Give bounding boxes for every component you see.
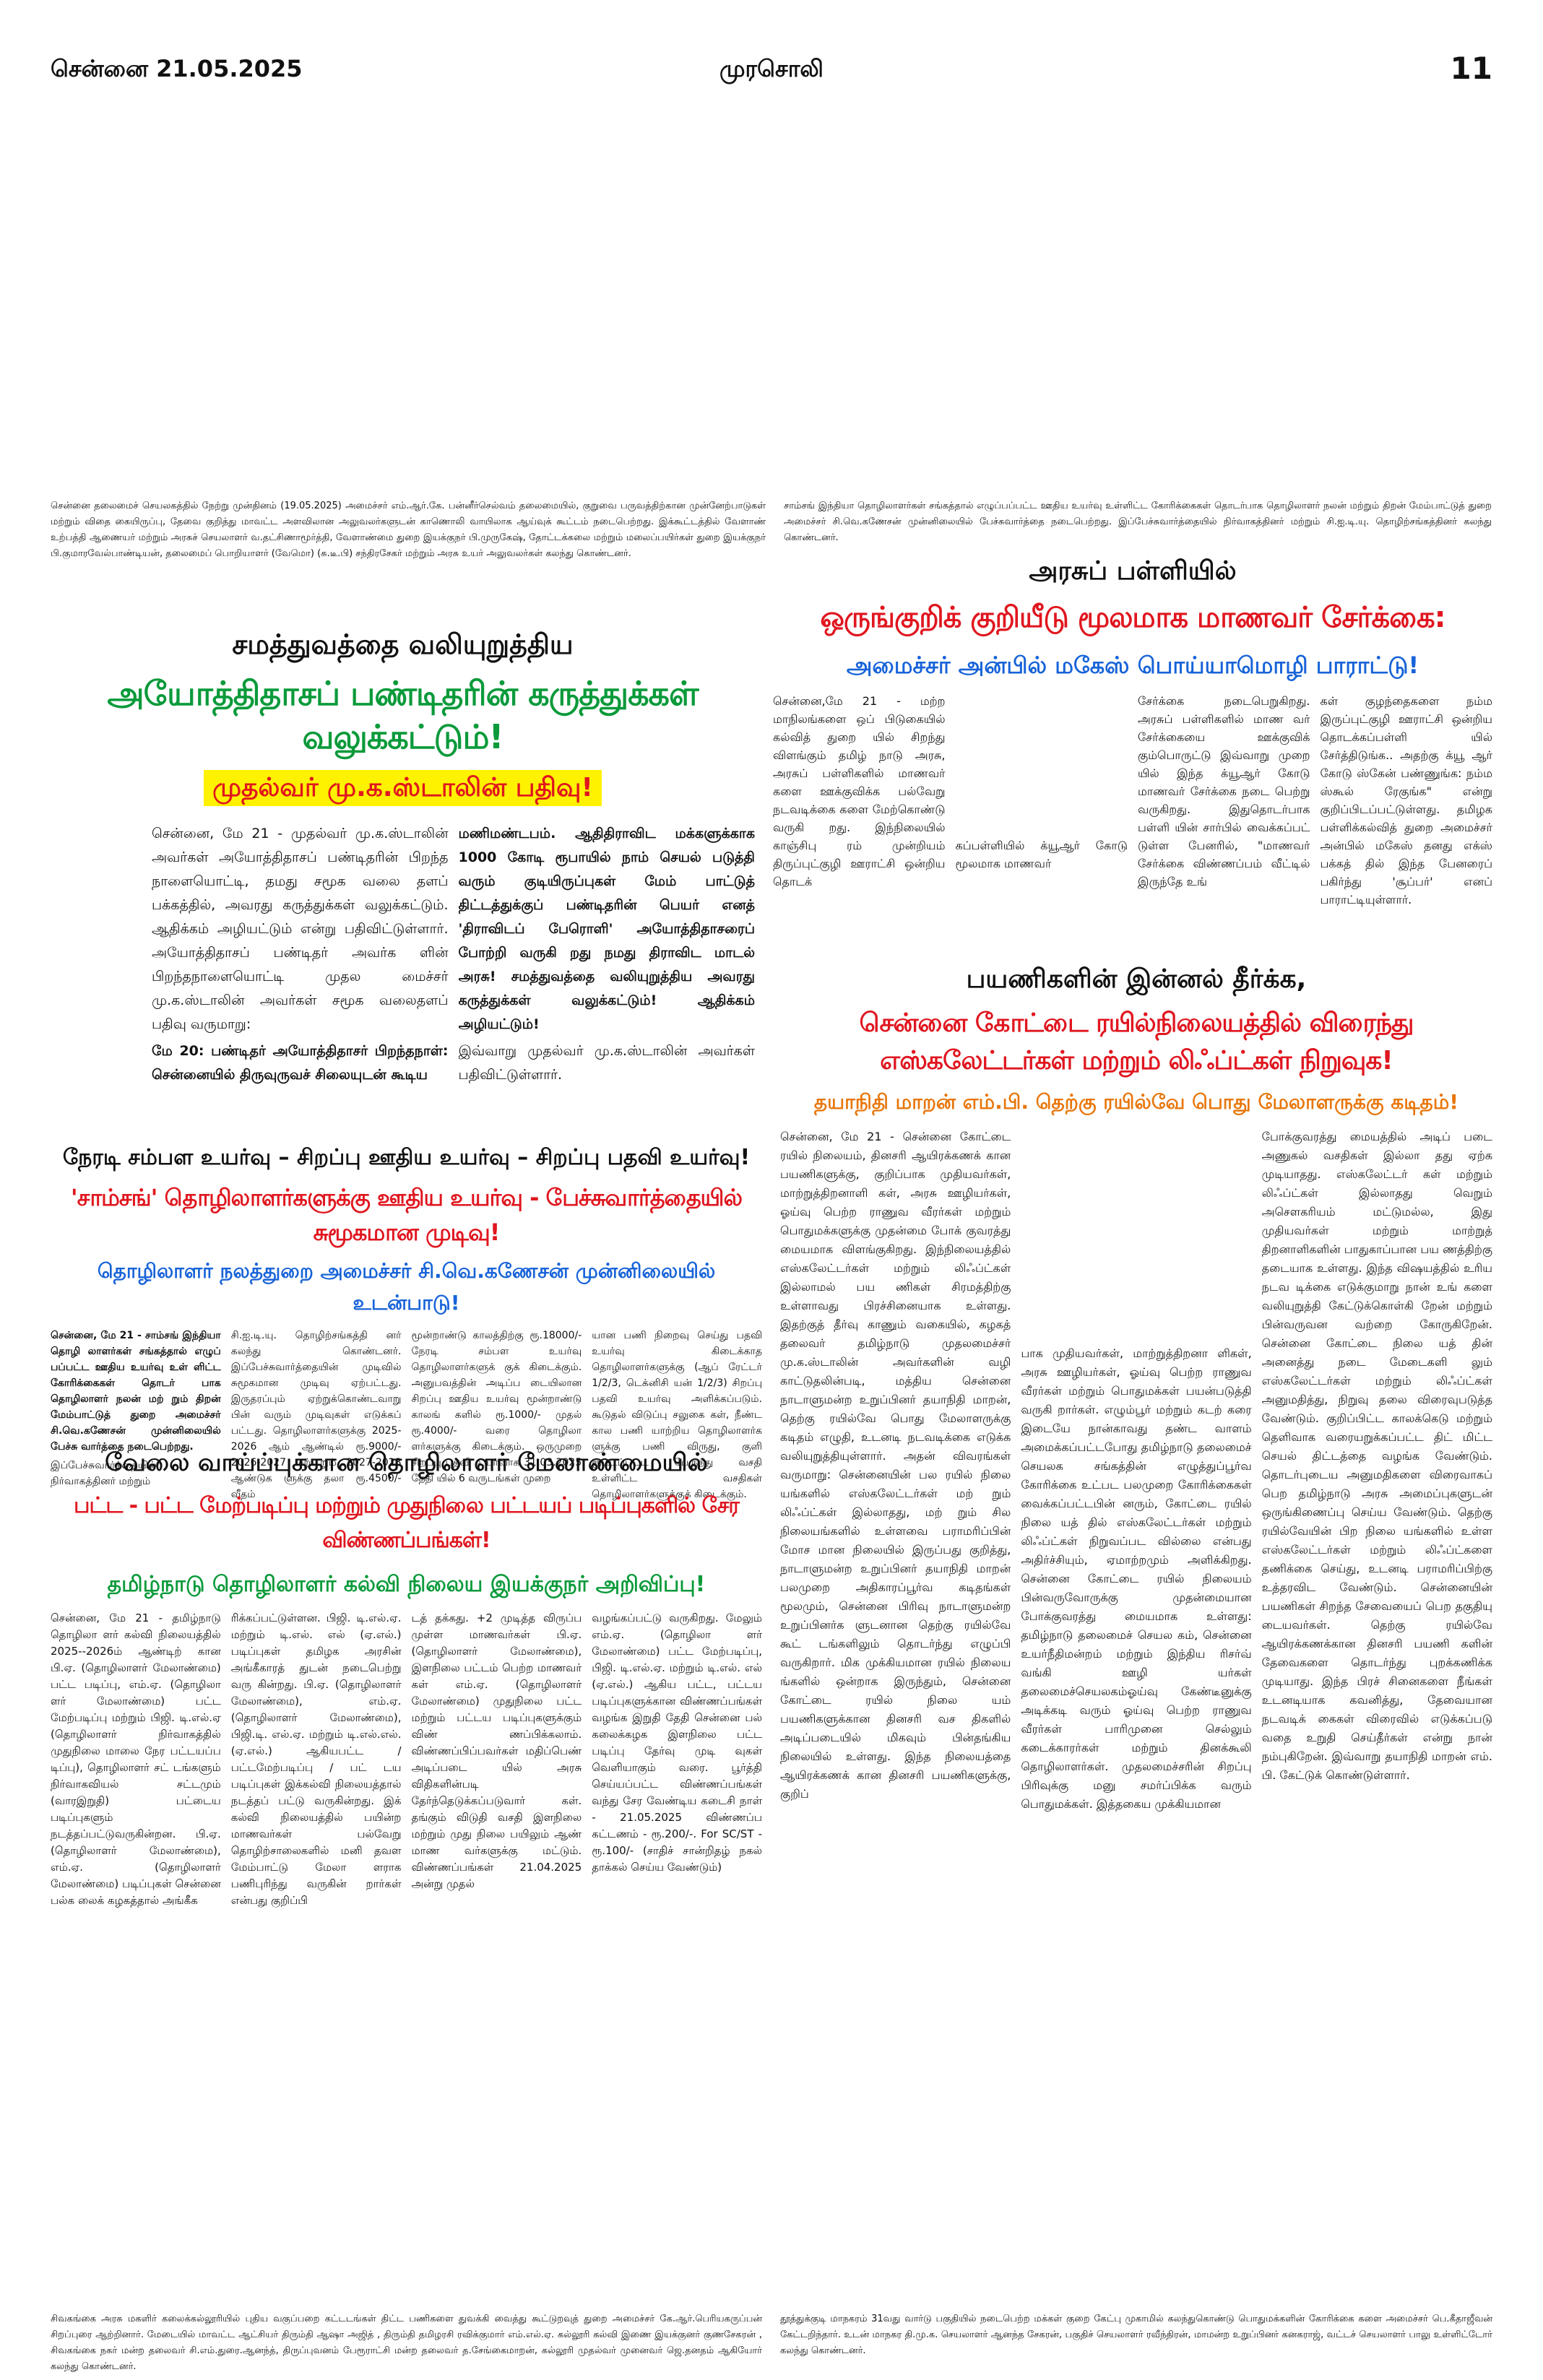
article-column: சேர்க்கை நடைபெறுகிறது. அரசுப் பள்ளிகளில்…: [1138, 692, 1310, 893]
article-subhead: முதல்வர் மு.க.ஸ்டாலின் பதிவு!: [204, 770, 602, 806]
caption-bottom-right: தூத்துக்குடி மாநகரம் 31வது வார்டு பகுதிய…: [780, 2314, 1492, 2356]
article-column: வழங்கப்பட்டு வருகிறது. மேலும் எம்.ஏ. (தொ…: [592, 1610, 762, 1879]
article-stalin: சமத்துவத்தை வலியுறுத்திய அயோத்திதாசப் பண…: [51, 628, 755, 1090]
article-kicker: அரசுப் பள்ளியில்: [1029, 556, 1237, 586]
article-text: டத் தக்கது. +2 முடித்த விருப்ப முள்ள மாண…: [411, 1611, 582, 1890]
article-escalator: பயணிகளின் இன்னல் தீர்க்க, சென்னை கோட்டை …: [780, 964, 1492, 1817]
article-column: சி.ஐ.டி.யு. தொழிற்சங்கத்தி னர் கலந்து கொ…: [231, 1328, 402, 1505]
article-subhead: அமைச்சர் அன்பில் மகேஸ் பொய்யாமொழி பாராட்…: [846, 652, 1419, 679]
caption-top-left: சென்னை தலைமைச் செயலகத்தில் நேற்று முன்தி…: [51, 501, 766, 559]
article-text: மூன்றாண்டு காலத்திற்கு ரூ.18000/- நேரடி …: [411, 1330, 582, 1484]
masthead: சென்னை 21.05.2025 முரசொலி 11: [51, 51, 1492, 94]
article-kicker: வேலை வாய்ப்புக்கான தொழிலாளர் மேலாண்மையில…: [105, 1448, 708, 1477]
article-column: ரிக்கப்பட்டுள்ளன. பிஜி. டி.எல்.ஏ. மற்றும…: [231, 1610, 402, 1912]
article-column: சென்னை, மே 21 - முதல்வர் மு.க.ஸ்டாலின் அ…: [152, 822, 449, 1090]
article-headline: ஒருங்குறிக் குறியீடு மூலமாக மாணவர் சேர்க…: [820, 601, 1445, 634]
article-text-bold: சென்னை, மே 21 - சாம்சங் இந்தியா தொழி லாள…: [51, 1330, 221, 1453]
article-samsung: நேரடி சம்பள உயர்வு – சிறப்பு ஊதிய உயர்வு…: [51, 1145, 762, 1505]
page-number: 11: [1450, 51, 1492, 86]
article-education: வேலை வாய்ப்புக்கான தொழிலாளர் மேலாண்மையில…: [51, 1448, 762, 1912]
article-text-bold: மே 20: பண்டிதர் அயோத்திதாசர் பிறந்தநாள்:…: [152, 1043, 449, 1083]
photo-area: [51, 108, 1492, 484]
article-headline: அயோத்திதாசப் பண்டிதரின் கருத்துக்கள் வலு…: [107, 674, 699, 756]
article-column: பாக முதியவர்கள், மாற்றுத்திறனா ளிகள், அர…: [1021, 1128, 1251, 1817]
article-column: சென்னை, மே 21 - சென்னை கோட்டை ரயில் நிலை…: [780, 1128, 1011, 1806]
caption-top-right: சாம்சங் இந்தியா தொழிலாளர்கள் சங்கத்தால் …: [784, 501, 1492, 543]
caption-bottom-left: சிவகங்கை அரசு மகளிர் கலைக்கல்லூரியில் பு…: [51, 2314, 762, 2372]
article-column: யான பணி நிறைவு செய்து பதவி உயர்வு கிடைக்…: [592, 1328, 762, 1505]
issue-date: சென்னை 21.05.2025: [51, 55, 303, 82]
article-column: போக்குவரத்து மையத்தில் அடிப் படை அணுகல் …: [1262, 1128, 1492, 1788]
article-text-bold: மணிமண்டபம். ஆதிதிராவிட மக்களுக்காக 1000 …: [458, 826, 756, 1032]
article-text: இப்பேச்சுவார்த்தையில் நிர்வாகத்தினர் மற்…: [51, 1460, 157, 1487]
article-text: வழங்கப்பட்டு வருகிறது. மேலும் எம்.ஏ. (தொ…: [592, 1611, 762, 1874]
article-text: போக்குவரத்து மையத்தில் அடிப் படை அணுகல் …: [1261, 1130, 1492, 1782]
article-text: சென்னை, மே 21 - தமிழ்நாடு தொழிலா ளர் கல்…: [51, 1611, 221, 1907]
article-column: சென்னை,மே 21 - மற்ற மாநிலங்களை ஒப் பிடுக…: [773, 692, 946, 893]
article-column: சென்னை, மே 21 - தமிழ்நாடு தொழிலா ளர் கல்…: [51, 1610, 221, 1912]
newspaper-name: முரசொலி: [719, 55, 824, 82]
article-column: கப்பள்ளியில் க்யூஆர் கோடு மூலமாக மாணவர்: [956, 692, 1128, 875]
article-text: சென்னை, மே 21 - முதல்வர் மு.க.ஸ்டாலின் அ…: [152, 826, 449, 1032]
article-column: மூன்றாண்டு காலத்திற்கு ரூ.18000/- நேரடி …: [412, 1328, 582, 1489]
article-text: கப்பள்ளியில் க்யூஆர் கோடு மூலமாக மாணவர்: [955, 839, 1128, 870]
article-text: சி.ஐ.டி.யு. தொழிற்சங்கத்தி னர் கலந்து கொ…: [230, 1330, 402, 1500]
article-column: டத் தக்கது. +2 முடித்த விருப்ப முள்ள மாண…: [412, 1610, 582, 1895]
article-subhead: தமிழ்நாடு தொழிலாளர் கல்வி நிலைய இயக்குநர…: [107, 1572, 706, 1597]
article-text: சேர்க்கை நடைபெறுகிறது. அரசுப் பள்ளிகளில்…: [1138, 694, 1310, 888]
article-kicker: சமத்துவத்தை வலியுறுத்திய: [232, 628, 574, 660]
article-text: இவ்வாறு முதல்வர் மு.க.ஸ்டாலின் அவர்கள் ப…: [458, 1043, 756, 1083]
article-column: கள் குழந்தைகளை நம்ம இருப்புட்குழி ஊராட்ச…: [1321, 692, 1493, 912]
article-text: பாக முதியவர்கள், மாற்றுத்திறனா ளிகள், அர…: [1021, 1346, 1252, 1811]
article-headline: பட்ட - பட்ட மேற்படிப்பு மற்றும் முதுநிலை…: [74, 1493, 740, 1553]
article-subhead: தொழிலாளர் நலத்துறை அமைச்சர் சி.வெ.கணேசன்…: [97, 1259, 716, 1315]
article-text: கள் குழந்தைகளை நம்ம இருப்புட்குழி ஊராட்ச…: [1320, 694, 1493, 906]
article-kicker: பயணிகளின் இன்னல் தீர்க்க,: [966, 964, 1307, 994]
article-school: அரசுப் பள்ளியில் ஒருங்குறிக் குறியீடு மூ…: [773, 556, 1492, 912]
article-subhead: தயாநிதி மாறன் எம்.பி. தெற்கு ரயில்வே பொத…: [813, 1090, 1459, 1114]
article-headline: சென்னை கோட்டை ரயில்நிலையத்தில் விரைந்து …: [859, 1008, 1414, 1076]
article-kicker: நேரடி சம்பள உயர்வு – சிறப்பு ஊதிய உயர்வு…: [62, 1145, 751, 1170]
article-text: யான பணி நிறைவு செய்து பதவி உயர்வு கிடைக்…: [592, 1330, 762, 1500]
article-column: மணிமண்டபம். ஆதிதிராவிட மக்களுக்காக 1000 …: [459, 822, 756, 1090]
article-headline: 'சாம்சங்' தொழிலாளர்களுக்கு ஊதிய உயர்வு -…: [70, 1184, 743, 1246]
article-text: ரிக்கப்பட்டுள்ளன. பிஜி. டி.எல்.ஏ. மற்றும…: [230, 1611, 402, 1907]
article-text: சென்னை,மே 21 - மற்ற மாநிலங்களை ஒப் பிடுக…: [773, 694, 946, 888]
article-text: சென்னை, மே 21 - சென்னை கோட்டை ரயில் நிலை…: [780, 1130, 1011, 1801]
article-column: சென்னை, மே 21 - சாம்சங் இந்தியா தொழி லாள…: [51, 1328, 221, 1492]
